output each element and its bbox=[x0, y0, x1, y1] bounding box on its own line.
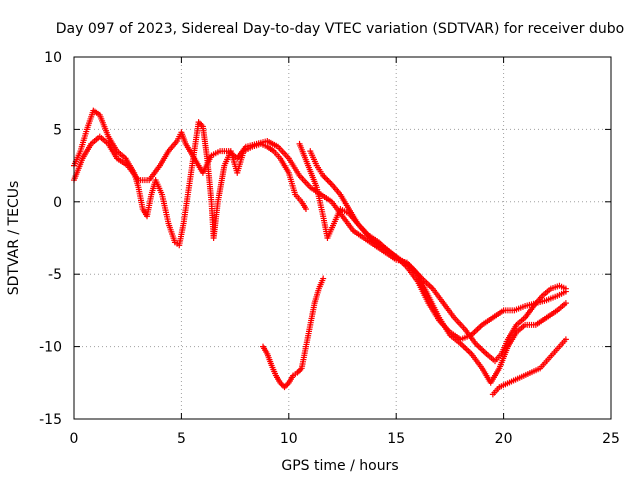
series-track-d bbox=[296, 140, 569, 365]
chart-title: Day 097 of 2023, Sidereal Day-to-day VTE… bbox=[56, 21, 624, 37]
x-tick-label: 5 bbox=[177, 431, 186, 447]
x-tick-label: 20 bbox=[495, 431, 513, 447]
series-track-f bbox=[489, 336, 569, 398]
axis-ticks: 0 5 10 15 20 25 -15 -10 -5 0 5 10 bbox=[39, 50, 620, 447]
y-tick-label: -15 bbox=[39, 412, 62, 428]
y-tick-label: 5 bbox=[53, 122, 62, 138]
x-tick-label: 25 bbox=[602, 431, 620, 447]
y-axis-label: SDTVAR / TECUs bbox=[6, 181, 22, 296]
x-axis-label: GPS time / hours bbox=[281, 458, 398, 474]
data-series bbox=[71, 107, 569, 398]
y-tick-label: -5 bbox=[48, 267, 62, 283]
series-track-e bbox=[260, 275, 327, 391]
data-point-marker bbox=[562, 300, 569, 307]
x-tick-label: 0 bbox=[70, 431, 79, 447]
x-tick-label: 15 bbox=[387, 431, 405, 447]
data-point-marker bbox=[562, 285, 569, 292]
y-tick-label: 0 bbox=[53, 195, 62, 211]
data-point-marker bbox=[320, 275, 327, 282]
data-point-marker bbox=[302, 206, 309, 213]
plot-frame bbox=[73, 56, 612, 420]
y-tick-label: 10 bbox=[44, 50, 62, 66]
x-tick-label: 10 bbox=[280, 431, 298, 447]
data-point-marker bbox=[562, 336, 569, 343]
y-tick-label: -10 bbox=[39, 340, 62, 356]
